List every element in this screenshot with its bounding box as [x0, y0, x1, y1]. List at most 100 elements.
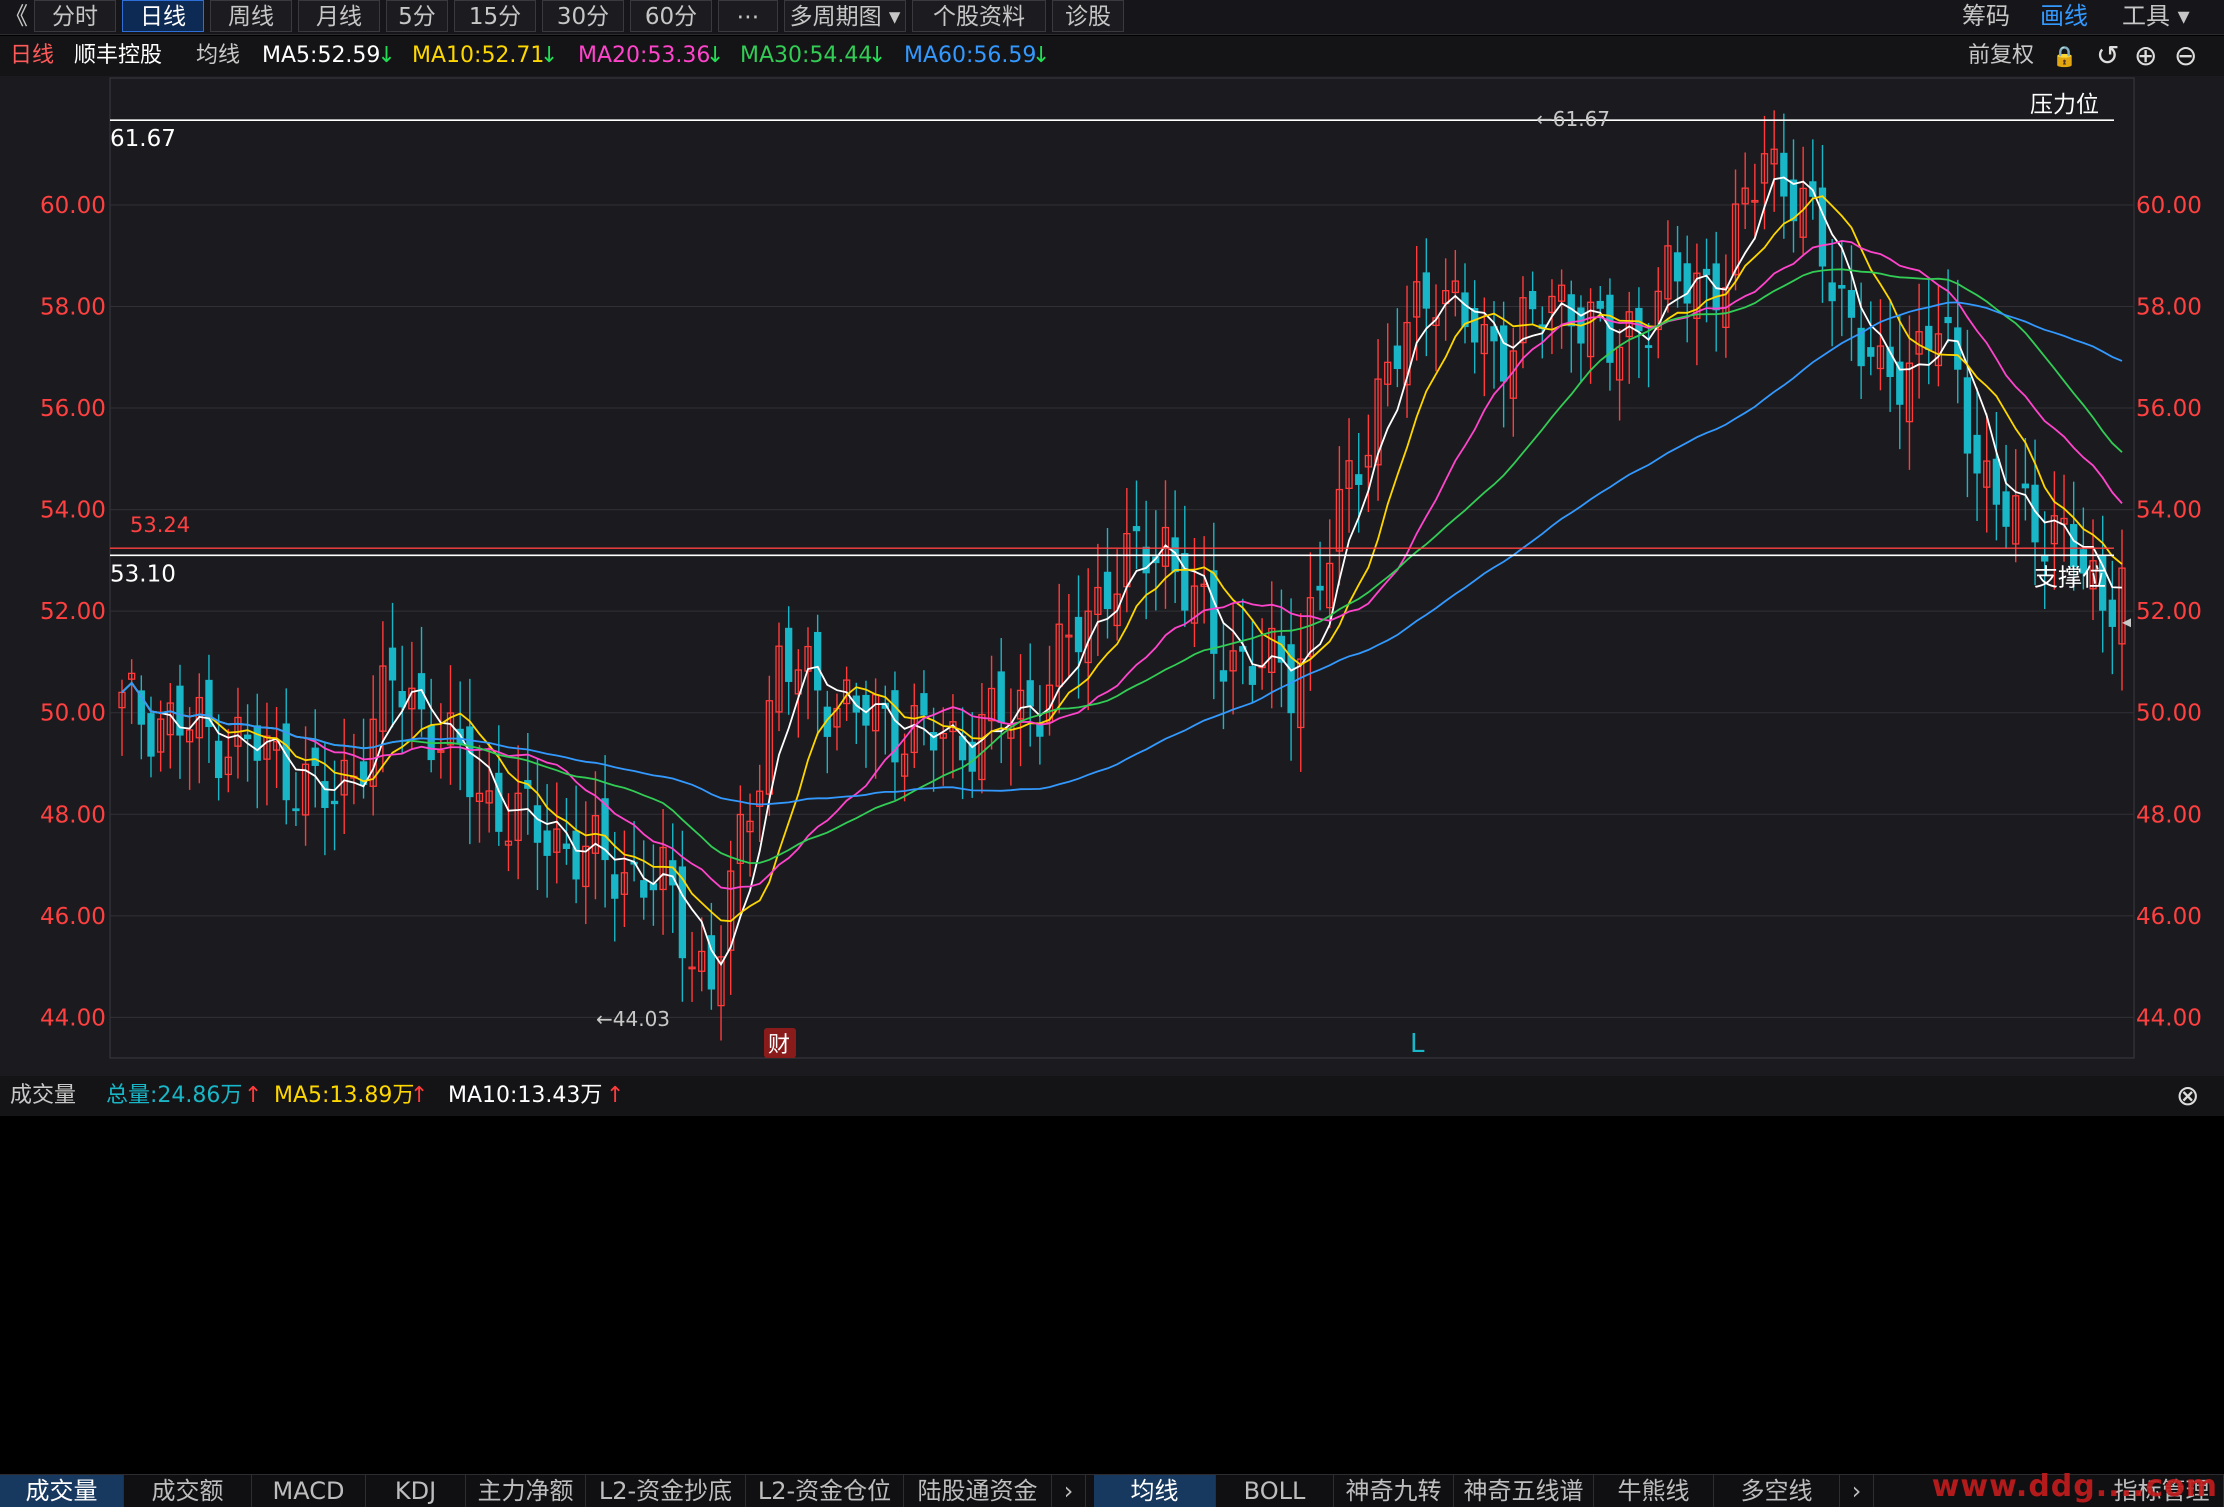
y-tick-left: 50.00: [40, 701, 106, 727]
tab-6[interactable]: 30分: [542, 0, 624, 32]
candle-body: [1886, 346, 1894, 378]
candle-body: [128, 672, 136, 680]
candle-body: [1528, 290, 1537, 310]
candle-body: [543, 830, 551, 856]
overlay-tab-5[interactable]: 多空线: [1714, 1475, 1840, 1507]
candle-body: [929, 732, 938, 751]
back-button[interactable]: 《: [4, 2, 28, 30]
tab-7[interactable]: 60分: [630, 0, 712, 32]
candle-body: [1731, 203, 1740, 276]
tab-4[interactable]: 5分: [386, 0, 448, 32]
bottom-indicator-tabs: 成交量 成交额 MACD KDJ 主力净额 L2-资金抄底 L2-资金仓位 陆股通资金 › 均线 B…: [0, 1474, 2224, 1507]
overlay-tab-0[interactable]: 均线: [1094, 1475, 1216, 1507]
ma-value-3: MA30:54.44: [740, 43, 873, 68]
overlay-tab-1[interactable]: BOLL: [1216, 1475, 1334, 1507]
indicator-tab-5[interactable]: L2-资金抄底: [586, 1475, 746, 1507]
candle-body: [1490, 326, 1498, 342]
undo-icon[interactable]: ↺: [2096, 39, 2120, 72]
overlay-tab-4[interactable]: 牛熊线: [1594, 1475, 1714, 1507]
candle-body: [292, 808, 300, 812]
indicator-tab-7[interactable]: 陆股通资金: [904, 1475, 1052, 1507]
candle-body: [1229, 650, 1237, 672]
candle-body: [1944, 316, 1952, 324]
down-arrow-icon: ↓: [540, 43, 559, 68]
period-label: 日线: [10, 43, 55, 68]
candle-body: [1384, 361, 1392, 385]
candle-body: [1693, 272, 1701, 319]
candle-body: [611, 874, 619, 899]
y-tick-left: 58.00: [40, 294, 106, 320]
candle-body: [388, 647, 397, 681]
indicator-tab-4[interactable]: 主力净额: [466, 1475, 586, 1507]
candle-body: [1548, 295, 1556, 314]
tab-8[interactable]: ⋯: [718, 0, 778, 32]
y-tick-left: 52.00: [40, 599, 106, 625]
overlay-tab-2[interactable]: 神奇九转: [1334, 1475, 1454, 1507]
candle-body: [1355, 474, 1363, 485]
fin-marker-text: 财: [768, 1033, 790, 1058]
candle-body: [1326, 562, 1334, 609]
candle-body: [2050, 515, 2059, 545]
red-line-value: 53.24: [130, 513, 190, 537]
lock-icon[interactable]: 🔒: [2052, 44, 2077, 68]
candle-body: [958, 735, 967, 761]
more-overlay-button[interactable]: ›: [1840, 1475, 1874, 1507]
tab-11[interactable]: 诊股: [1052, 0, 1124, 32]
y-tick-left: 46.00: [40, 904, 106, 930]
up-arrow-icon: ↑: [606, 1083, 625, 1108]
volume-ma10: MA10:13.43万: [448, 1083, 603, 1108]
candle-body: [253, 725, 261, 761]
adjust-button[interactable]: 前复权: [1968, 43, 2035, 68]
candle-body: [1190, 585, 1199, 624]
candle-body: [2118, 567, 2126, 645]
chart-area[interactable]: 60.00 60.00 58.00 58.00 56.00 56.00 54.00 54.00…: [0, 76, 2224, 1076]
l-marker: L: [1410, 1029, 1425, 1059]
candle-body: [1992, 458, 2001, 505]
candle-body: [1828, 282, 1836, 302]
candle-body: [1094, 586, 1102, 616]
y-tick-left: 60.00: [40, 193, 106, 219]
y-tick-right: 50.00: [2136, 701, 2202, 727]
tab-10[interactable]: 个股资料: [912, 0, 1046, 32]
candle-body: [997, 671, 1005, 723]
indicator-tab-0[interactable]: 成交量: [0, 1475, 124, 1507]
zoom-out-icon[interactable]: ⊖: [2174, 39, 2198, 72]
candle-body: [814, 631, 822, 691]
candle-body: [2002, 491, 2010, 527]
candle-body: [1615, 346, 1624, 381]
candle-body: [1654, 290, 1662, 331]
candle-body: [1857, 327, 1865, 367]
tab-3[interactable]: 月线: [298, 0, 380, 32]
toolbar-right-1[interactable]: 画线: [2040, 2, 2088, 30]
candle-body: [572, 830, 580, 880]
candle-body: [185, 729, 194, 743]
more-tabs-button[interactable]: ›: [1052, 1475, 1086, 1507]
candle-body: [1219, 670, 1228, 682]
zoom-in-icon[interactable]: ⊕: [2134, 39, 2158, 72]
indicator-tab-1[interactable]: 成交额: [124, 1475, 252, 1507]
indicator-tab-6[interactable]: L2-资金仓位: [746, 1475, 904, 1507]
toolbar-right-0[interactable]: 筹码: [1962, 2, 2010, 30]
close-icon[interactable]: ⊗: [2176, 1079, 2200, 1112]
indicator-tab-3[interactable]: KDJ: [366, 1475, 466, 1507]
tab-1[interactable]: 日线: [122, 0, 204, 32]
tab-0[interactable]: 分时: [34, 0, 116, 32]
indicator-tab-2[interactable]: MACD: [252, 1475, 366, 1507]
y-tick-right: 54.00: [2136, 498, 2202, 524]
candle-body: [1297, 658, 1305, 729]
tab-9[interactable]: 多周期图 ▾: [784, 0, 906, 32]
overlay-tab-3[interactable]: 神奇五线谱: [1454, 1475, 1594, 1507]
tab-2[interactable]: 周线: [210, 0, 292, 32]
down-arrow-icon: ↓: [868, 43, 887, 68]
candle-body: [1268, 627, 1276, 674]
candle-body: [1210, 570, 1218, 654]
candle-body: [1973, 434, 1981, 474]
toolbar-right-2[interactable]: 工具 ▾: [2122, 2, 2190, 30]
candle-body: [379, 665, 387, 732]
candle-body: [243, 734, 252, 740]
tab-5[interactable]: 15分: [454, 0, 536, 32]
y-tick-right: 56.00: [2136, 396, 2202, 422]
candle-body: [1422, 272, 1430, 309]
candle-body: [398, 691, 406, 708]
ma-value-2: MA20:53.36: [578, 43, 711, 68]
